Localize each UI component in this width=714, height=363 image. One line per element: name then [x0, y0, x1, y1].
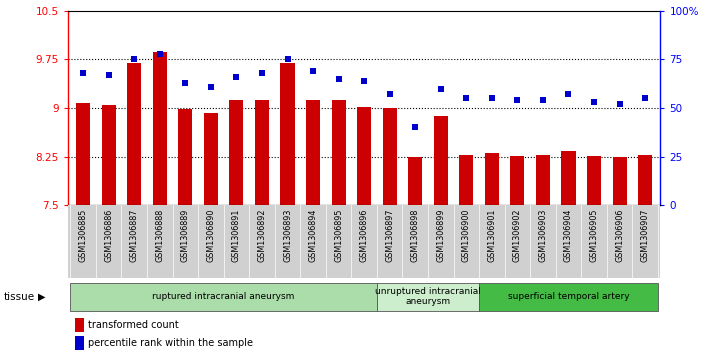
Point: [180, 80, 191, 86]
Bar: [536, 155, 550, 205]
Bar: [408, 156, 422, 205]
Text: GSM1306905: GSM1306905: [590, 209, 598, 262]
Text: GSM1306899: GSM1306899: [436, 209, 446, 262]
Bar: [255, 99, 269, 205]
Point: [486, 95, 498, 101]
Text: GSM1306891: GSM1306891: [232, 209, 241, 262]
Bar: [383, 108, 397, 205]
Point: [563, 91, 574, 97]
Bar: [511, 156, 524, 205]
Text: GSM1306885: GSM1306885: [79, 209, 88, 262]
Bar: [459, 155, 473, 205]
Point: [256, 70, 268, 76]
Bar: [101, 105, 116, 205]
Bar: [178, 109, 192, 205]
Text: GSM1306898: GSM1306898: [411, 209, 420, 262]
Point: [307, 68, 318, 74]
Text: ruptured intracranial aneurysm: ruptured intracranial aneurysm: [153, 292, 295, 301]
Point: [384, 91, 396, 97]
Text: GSM1306904: GSM1306904: [564, 209, 573, 262]
Point: [435, 86, 446, 91]
Text: GSM1306907: GSM1306907: [640, 209, 650, 262]
Text: GSM1306895: GSM1306895: [334, 209, 343, 262]
Text: GSM1306888: GSM1306888: [155, 209, 164, 262]
Point: [205, 84, 216, 90]
Bar: [153, 52, 167, 205]
Text: GSM1306900: GSM1306900: [462, 209, 471, 262]
Text: GSM1306887: GSM1306887: [130, 209, 139, 262]
Bar: [357, 107, 371, 205]
Text: superficial temporal artery: superficial temporal artery: [508, 292, 629, 301]
Text: GSM1306901: GSM1306901: [488, 209, 496, 262]
Bar: [127, 63, 141, 205]
Text: unruptured intracranial
aneurysm: unruptured intracranial aneurysm: [375, 287, 481, 306]
Point: [333, 76, 344, 82]
Point: [588, 99, 600, 105]
Text: GSM1306890: GSM1306890: [206, 209, 216, 262]
Bar: [587, 156, 601, 205]
Point: [512, 97, 523, 103]
Point: [154, 51, 166, 57]
FancyBboxPatch shape: [479, 283, 658, 311]
Text: tissue: tissue: [4, 292, 35, 302]
Text: GSM1306889: GSM1306889: [181, 209, 190, 262]
Text: ▶: ▶: [38, 292, 45, 302]
Point: [77, 70, 89, 76]
Bar: [638, 155, 652, 205]
Text: GSM1306894: GSM1306894: [308, 209, 318, 262]
Point: [129, 57, 140, 62]
Bar: [204, 113, 218, 205]
Point: [358, 78, 370, 84]
Text: percentile rank within the sample: percentile rank within the sample: [88, 338, 253, 348]
Text: GSM1306902: GSM1306902: [513, 209, 522, 262]
Bar: [561, 151, 575, 205]
Point: [640, 95, 651, 101]
Point: [231, 74, 242, 80]
FancyBboxPatch shape: [377, 283, 479, 311]
Text: GSM1306906: GSM1306906: [615, 209, 624, 262]
FancyBboxPatch shape: [71, 283, 377, 311]
Bar: [433, 116, 448, 205]
Text: GSM1306892: GSM1306892: [258, 209, 266, 262]
Text: GSM1306903: GSM1306903: [538, 209, 548, 262]
Text: GSM1306896: GSM1306896: [360, 209, 368, 262]
Bar: [76, 103, 90, 205]
Bar: [331, 100, 346, 205]
Bar: [281, 63, 295, 205]
Point: [103, 72, 114, 78]
Bar: [229, 100, 243, 205]
Text: GSM1306893: GSM1306893: [283, 209, 292, 262]
Point: [461, 95, 472, 101]
Bar: [485, 153, 499, 205]
Point: [410, 125, 421, 130]
Bar: [613, 156, 627, 205]
Bar: [306, 100, 320, 205]
Point: [614, 101, 625, 107]
Text: transformed count: transformed count: [88, 320, 178, 330]
Point: [537, 97, 548, 103]
Text: GSM1306886: GSM1306886: [104, 209, 114, 262]
Point: [282, 57, 293, 62]
Text: GSM1306897: GSM1306897: [385, 209, 394, 262]
